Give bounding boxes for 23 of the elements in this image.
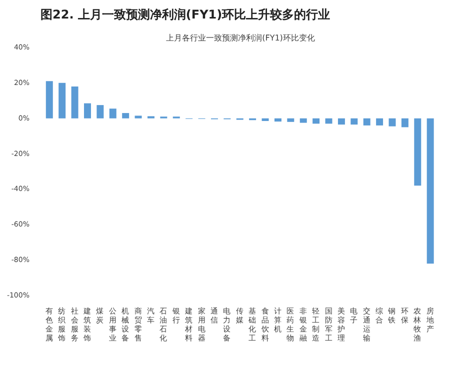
bar [274, 118, 282, 122]
bar [426, 118, 434, 264]
bar [122, 113, 130, 118]
chart-title: 图22. 上月一致预测净利润(FY1)环比上升较多的行业 [40, 8, 330, 22]
bar [109, 108, 116, 118]
bar [84, 103, 91, 118]
bar [338, 118, 345, 125]
bar [300, 118, 307, 123]
bar [376, 118, 384, 126]
bar [401, 118, 408, 128]
bar [96, 105, 104, 118]
bar [312, 118, 320, 124]
bar [388, 118, 396, 126]
chart-subtitle: 上月各行业一致预测净利润(FY1)环比变化 [166, 34, 315, 42]
bar [58, 82, 66, 118]
bar [262, 118, 269, 122]
bar [414, 118, 422, 186]
bar [46, 81, 53, 118]
bar [134, 116, 142, 118]
bar [363, 118, 370, 126]
bar [350, 118, 358, 125]
bar [287, 118, 294, 122]
bar [71, 86, 78, 118]
